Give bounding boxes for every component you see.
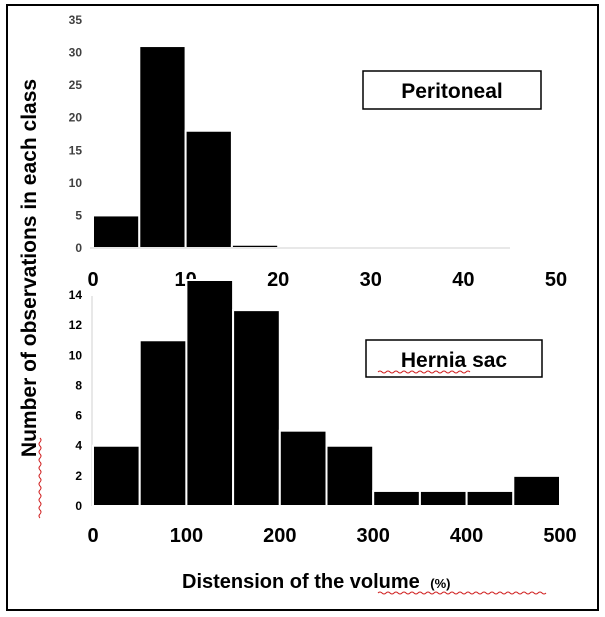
- histogram-bar: [418, 489, 468, 507]
- bottom-bars: [92, 279, 561, 508]
- histogram-bar: [185, 279, 235, 507]
- histogram-bar: [372, 489, 421, 507]
- y-axis-title: Number of observations in each class: [18, 79, 41, 457]
- y-tick-label: 6: [75, 409, 82, 423]
- histogram-bar: [278, 429, 328, 507]
- y-tick-label: 10: [69, 176, 83, 190]
- x-tick-label: 0: [87, 269, 98, 291]
- hernia-sac-legend-label: Hernia sac: [401, 349, 508, 372]
- histogram-bar: [184, 129, 233, 249]
- histogram-bar: [325, 444, 375, 508]
- y-tick-label: 4: [75, 439, 82, 453]
- y-tick-label: 5: [75, 208, 82, 222]
- histogram-bar: [92, 214, 141, 250]
- y-tick-label: 0: [75, 241, 82, 255]
- x-tick-label: 400: [450, 525, 483, 547]
- histogram-bar: [465, 489, 515, 507]
- y-tick-label: 15: [69, 143, 83, 157]
- y-tick-label: 14: [69, 288, 83, 302]
- histogram-bar: [138, 45, 187, 249]
- peritoneal-legend-label: Peritoneal: [401, 80, 503, 103]
- spellcheck-underline: [377, 591, 547, 595]
- histogram-bar: [138, 339, 188, 507]
- x-tick-label: 30: [360, 269, 382, 291]
- x-tick-label: 50: [545, 269, 567, 291]
- x-tick-label: 20: [267, 269, 289, 291]
- spellcheck-underline: [38, 437, 42, 519]
- figure-frame: [6, 4, 599, 611]
- bottom-y-ticks: 0 2 4 6 8 10 12 14: [69, 288, 83, 513]
- spellcheck-underline: [377, 370, 471, 374]
- y-tick-label: 35: [69, 13, 83, 27]
- y-tick-label: 30: [69, 46, 83, 60]
- x-axis-title: Distension of the volume (%): [182, 571, 450, 593]
- peritoneal-legend: Peritoneal: [362, 70, 542, 110]
- y-tick-label: 25: [69, 78, 83, 92]
- histogram-bar: [92, 444, 141, 508]
- top-y-ticks: 0 5 10 15 20 25 30 35: [69, 13, 83, 255]
- y-tick-label: 12: [69, 318, 83, 332]
- x-tick-label: 300: [357, 525, 390, 547]
- y-tick-label: 0: [75, 499, 82, 513]
- hernia-sac-panel: 0 2 4 6 8 10 12 14 0 100 200 300 400 500 Hernia sac: [69, 279, 577, 547]
- y-tick-label: 8: [75, 378, 82, 392]
- x-tick-label: 40: [452, 269, 474, 291]
- x-axis-title-text: Distension of the volume: [182, 571, 420, 593]
- y-tick-label: 20: [69, 111, 83, 125]
- x-tick-label: 0: [87, 525, 98, 547]
- bottom-x-ticks: 0 100 200 300 400 500: [87, 525, 576, 547]
- x-tick-label: 100: [170, 525, 203, 547]
- x-tick-label: 500: [543, 525, 576, 547]
- x-tick-label: 200: [263, 525, 296, 547]
- x-axis-unit: (%): [430, 576, 450, 591]
- top-bars: [92, 45, 280, 250]
- histogram-bar: [232, 309, 281, 507]
- y-tick-label: 10: [69, 348, 83, 362]
- hernia-sac-legend: Hernia sac: [365, 339, 543, 378]
- top-x-ticks: 01020304050: [87, 269, 567, 291]
- y-tick-label: 2: [75, 469, 82, 483]
- histogram-bar: [512, 474, 561, 508]
